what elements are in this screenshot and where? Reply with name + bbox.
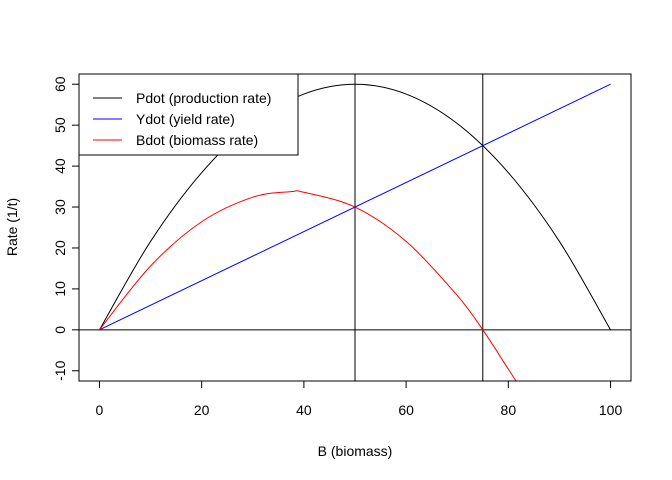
y-tick-label: 0	[52, 326, 68, 334]
legend-label-2: Ydot (yield rate)	[136, 111, 235, 127]
x-tick-label: 60	[398, 402, 414, 418]
legend-label-1: Pdot (production rate)	[136, 90, 271, 106]
y-tick-label: 30	[52, 199, 68, 215]
legend-box	[78, 73, 299, 156]
plot-layer	[79, 74, 631, 381]
series-line-3	[99, 190, 517, 381]
x-tick-label: 0	[96, 402, 104, 418]
x-tick-label: 20	[194, 402, 210, 418]
y-tick-label: 20	[52, 240, 68, 256]
y-tick-label: -10	[52, 360, 68, 380]
series-line-1	[99, 83, 611, 331]
y-tick-label: 10	[52, 281, 68, 297]
y-tick-label: 60	[52, 76, 68, 92]
legend-label-3: Bdot (biomass rate)	[136, 132, 258, 148]
y-axis: -10 0 10 20 30 40 50 60	[52, 76, 80, 381]
x-axis: 0 20 40 60 80 100	[96, 380, 623, 418]
x-axis-title: B (biomass)	[318, 443, 393, 459]
x-tick-label: 40	[296, 402, 312, 418]
y-tick-label: 40	[52, 158, 68, 174]
legend: Pdot (production rate) Ydot (yield rate) B…	[78, 73, 299, 156]
y-axis-title: Rate (1/t)	[4, 198, 20, 256]
x-tick-label: 100	[599, 402, 623, 418]
x-tick-label: 80	[501, 402, 517, 418]
y-tick-label: 50	[52, 117, 68, 133]
